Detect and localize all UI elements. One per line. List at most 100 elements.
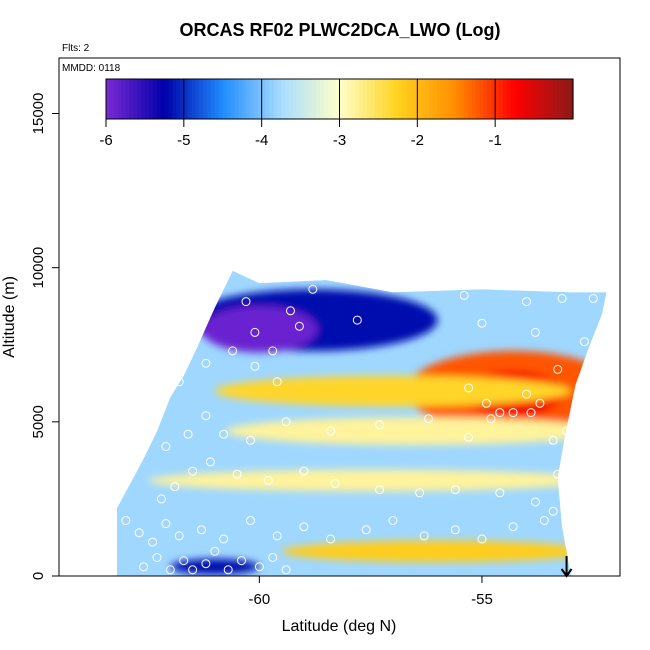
- colorbar-segment: [335, 79, 341, 119]
- y-axis: 0 5000 10000 15000: [30, 93, 59, 580]
- sample-point: [548, 506, 558, 516]
- colorbar-segment: [106, 79, 111, 119]
- sample-point: [201, 559, 211, 569]
- colorbar-segment: [281, 79, 286, 119]
- sample-point: [352, 315, 362, 325]
- colorbar-segment: [366, 79, 372, 119]
- y-tick-label: 0: [30, 572, 47, 580]
- colorbar-segment: [343, 79, 348, 119]
- colorbar-segment: [172, 79, 177, 119]
- colorbar-tick-label: -3: [333, 132, 346, 149]
- sample-point: [579, 337, 589, 347]
- colorbar-segment: [456, 79, 461, 119]
- sample-point: [223, 565, 233, 575]
- colorbar-segment: [483, 79, 488, 119]
- colorbar-segment: [129, 79, 134, 119]
- colorbar-segment: [222, 79, 228, 119]
- colorbar-segment: [370, 79, 376, 119]
- colorbar-segment: [121, 79, 127, 119]
- colorbar-segment: [308, 79, 313, 119]
- colorbar-segment: [565, 79, 570, 119]
- colorbar-segment: [413, 79, 418, 119]
- date-annotation: MMDD: 0118: [62, 63, 121, 74]
- colorbar-segment: [214, 79, 220, 119]
- colorbar-segment: [195, 79, 200, 119]
- colorbar-segment: [393, 79, 399, 119]
- flights-annotation: Flts: 2: [62, 43, 90, 54]
- sample-point: [477, 534, 487, 544]
- colorbar-segment: [351, 79, 356, 119]
- sample-point: [246, 516, 255, 525]
- sample-point: [415, 488, 425, 498]
- colorbar-segment: [526, 79, 531, 119]
- sample-point: [281, 565, 291, 575]
- sample-point: [281, 417, 291, 427]
- sample-point: [388, 516, 398, 525]
- x-tick-label: -60: [249, 591, 271, 608]
- heatmap-cells: [116, 270, 607, 576]
- colorbar-segment: [534, 79, 539, 119]
- colorbar-segment: [141, 79, 146, 119]
- colorbar-segment: [436, 79, 442, 119]
- colorbar-segment: [125, 79, 130, 119]
- colorbar-segment: [207, 79, 212, 119]
- colorbar-tick-label: -1: [488, 132, 501, 149]
- colorbar-segment: [358, 79, 364, 119]
- sample-point: [477, 318, 487, 328]
- sample-point: [201, 411, 211, 421]
- colorbar-segment: [362, 79, 368, 119]
- sample-point: [174, 377, 184, 387]
- colorbar-segment: [242, 79, 247, 119]
- sample-point: [562, 426, 572, 436]
- sample-point: [361, 525, 371, 535]
- sample-point: [161, 442, 171, 451]
- colorbar-segment: [273, 79, 278, 119]
- colorbar-segment: [304, 79, 309, 119]
- sample-point: [588, 294, 598, 303]
- sample-point: [241, 297, 251, 307]
- sample-point: [232, 469, 242, 479]
- colorbar-segment: [144, 79, 150, 119]
- sample-point: [450, 525, 460, 535]
- colorbar-segment: [168, 79, 173, 119]
- colorbar-segment: [211, 79, 216, 119]
- sample-point: [459, 290, 469, 300]
- plot-frame: [58, 57, 621, 577]
- sample-point: [588, 358, 598, 368]
- colorbar-segment: [257, 79, 263, 119]
- sample-point: [210, 546, 220, 556]
- colorbar-segment: [187, 79, 193, 119]
- sample-point: [219, 534, 229, 544]
- colorbar: -6 -5 -4 -3 -2 -1: [99, 78, 574, 149]
- colorbar-segment: [137, 79, 142, 119]
- sample-point: [557, 294, 567, 303]
- sample-point: [548, 435, 558, 445]
- colorbar-segment: [495, 79, 500, 119]
- colorbar-segment: [545, 79, 551, 119]
- heatmap-cell: [201, 306, 318, 353]
- sample-point: [530, 327, 540, 337]
- sample-point: [526, 408, 536, 418]
- colorbar-segment: [464, 79, 469, 119]
- sample-point: [188, 466, 198, 476]
- sample-point: [299, 522, 309, 532]
- sample-point: [424, 414, 433, 424]
- colorbar-segment: [429, 79, 434, 119]
- sample-point: [450, 485, 460, 495]
- colorbar-segment: [164, 79, 169, 119]
- colorbar-segment: [327, 79, 333, 119]
- colorbar-segment: [277, 79, 282, 119]
- colorbar-segment: [421, 79, 426, 119]
- colorbar-segment: [238, 79, 243, 119]
- sample-point: [152, 553, 162, 562]
- sample-point: [237, 556, 246, 566]
- colorbar-segment: [331, 79, 337, 119]
- colorbar-segment: [249, 79, 255, 119]
- sample-point: [539, 516, 549, 525]
- colorbar-segment: [230, 79, 236, 119]
- colorbar-segment: [405, 79, 411, 119]
- colorbar-segment: [285, 79, 290, 119]
- colorbar-segment: [133, 79, 138, 119]
- sample-point: [148, 537, 157, 547]
- colorbar-segment: [401, 79, 407, 119]
